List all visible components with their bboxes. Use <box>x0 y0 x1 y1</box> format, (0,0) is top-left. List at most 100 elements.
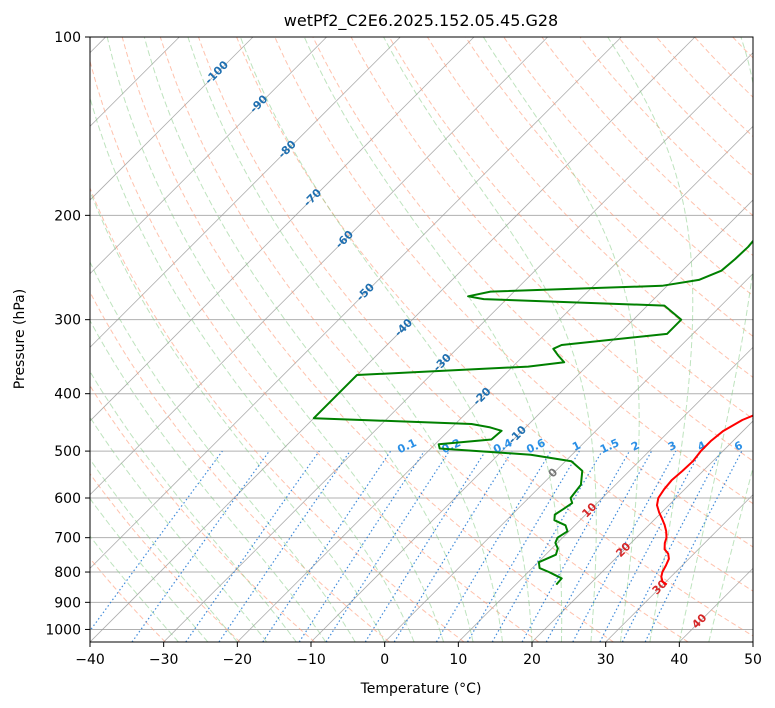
line-labels: -100-90-80-70-60-50-40-30-20-10010203040… <box>202 58 774 631</box>
y-tick-label: 300 <box>54 313 81 329</box>
dry-adiabat-line <box>732 37 753 59</box>
isotherm-label: 40 <box>689 611 709 631</box>
moist-adiabat-line <box>90 416 268 642</box>
moist-adiabat-line <box>187 37 503 642</box>
moist-adiabat-line <box>303 37 563 642</box>
mixing-ratio-line <box>185 450 320 642</box>
moist-adiabat-line <box>90 260 356 642</box>
mixing-ratio-line <box>325 450 450 642</box>
y-tick-label: 700 <box>54 531 81 547</box>
dry-adiabat-line <box>90 59 540 642</box>
isotherm-line <box>531 420 753 642</box>
y-tick-label: 600 <box>54 491 81 507</box>
moist-adiabat-line <box>90 189 386 642</box>
x-tick-label: −40 <box>75 652 105 668</box>
x-tick-label: −30 <box>149 652 179 668</box>
moist-adiabat-line <box>239 37 533 642</box>
isotherm-label: 10 <box>579 500 599 520</box>
dry-adiabat-line <box>350 37 753 462</box>
isotherm-line <box>90 37 548 496</box>
isotherm-label: -60 <box>333 228 356 251</box>
x-tick-label: 10 <box>449 652 467 668</box>
mixing-ratio-line <box>262 450 392 642</box>
y-tick-label: 400 <box>54 387 81 403</box>
mixing-ratio-line <box>298 450 425 642</box>
isotherm-line <box>752 641 753 642</box>
x-tick-label: 0 <box>380 652 389 668</box>
moist-adiabat-line <box>90 497 209 642</box>
x-tick-label: −20 <box>223 652 253 668</box>
isotherm-line <box>237 125 753 642</box>
moist-adiabat-line <box>383 37 597 642</box>
moist-adiabat-line <box>90 535 179 642</box>
mixing-ratio-label: 1.5 <box>598 436 621 456</box>
y-tick-label: 800 <box>54 565 81 581</box>
y-tick-label: 1000 <box>45 622 81 638</box>
dry-adiabat-line <box>465 37 753 337</box>
isotherm-line <box>90 37 327 275</box>
mixing-ratio-line <box>435 450 552 642</box>
moist-adiabat-line <box>482 37 640 642</box>
isotherm-line <box>90 37 254 201</box>
dry-adiabat-line <box>579 37 753 217</box>
isotherm-line <box>163 52 753 642</box>
mixing-ratio-label: 0.2 <box>440 436 463 456</box>
moist-adiabat-line <box>143 37 474 642</box>
profile-lines <box>312 239 753 586</box>
dry-adiabat-line <box>90 291 390 642</box>
x-tick-label: −10 <box>296 652 326 668</box>
dry-adiabat-line <box>694 37 753 98</box>
temperature-line <box>656 414 753 586</box>
chart-title: wetPf2_C2E6.2025.152.05.45.G28 <box>284 11 558 31</box>
isotherm-label: -80 <box>276 138 299 161</box>
y-axis-label: Pressure (hPa) <box>12 289 28 389</box>
mixing-ratio-label: 8 <box>762 439 774 454</box>
dry-adiabat-line <box>426 37 753 378</box>
mixing-ratio-line <box>644 450 743 642</box>
background-lines <box>90 37 775 642</box>
dry-adiabat-line <box>656 37 753 138</box>
mixing-ratio-line <box>90 450 223 632</box>
dry-adiabat-line <box>159 37 689 642</box>
mixing-ratio-label: 0.1 <box>395 436 418 456</box>
plot-frame <box>89 36 754 643</box>
isotherm-label: -90 <box>247 92 270 115</box>
moist-adiabat-line <box>90 370 297 642</box>
x-tick-label: 20 <box>523 652 541 668</box>
dry-adiabat-line <box>90 472 241 642</box>
isotherm-label: -20 <box>470 385 493 408</box>
isotherm-line <box>679 567 753 642</box>
isotherm-label: -70 <box>301 186 324 209</box>
y-tick-label: 900 <box>54 595 81 611</box>
dry-adiabat-line <box>503 37 753 297</box>
dry-adiabat-line <box>771 37 775 642</box>
mixing-ratio-line <box>393 450 513 642</box>
isotherm-line <box>90 37 401 348</box>
dry-adiabat-line <box>121 37 614 642</box>
moist-adiabat-line <box>90 96 415 642</box>
dry-adiabat-line <box>274 37 753 548</box>
isotherm-line <box>90 37 475 422</box>
dry-adiabat-line <box>236 37 753 592</box>
dry-adiabat-line <box>388 37 753 420</box>
isotherm-label: 0 <box>546 465 561 480</box>
isotherm-label: -50 <box>354 280 377 303</box>
isotherm-line <box>384 273 753 642</box>
x-axis-label: Temperature (°C) <box>360 681 482 697</box>
mixing-ratio-line <box>521 450 631 642</box>
y-tick-label: 200 <box>54 208 81 224</box>
y-tick-label: 100 <box>54 30 81 46</box>
isotherm-line <box>90 37 622 569</box>
dewpoint-line <box>312 239 753 586</box>
isotherm-line <box>90 37 696 642</box>
mixing-ratio-line <box>364 450 486 642</box>
mixing-ratio-line <box>545 450 653 642</box>
moist-adiabat-line <box>106 37 445 642</box>
moist-adiabat-line <box>90 319 327 642</box>
y-axis-ticks: 100 200 300 400 500 600 700 800 900 1000 <box>45 30 90 638</box>
mixing-ratio-line <box>572 450 677 642</box>
isotherm-label: 30 <box>650 577 670 597</box>
mixing-ratio-line <box>131 450 270 642</box>
x-tick-label: 30 <box>597 652 615 668</box>
